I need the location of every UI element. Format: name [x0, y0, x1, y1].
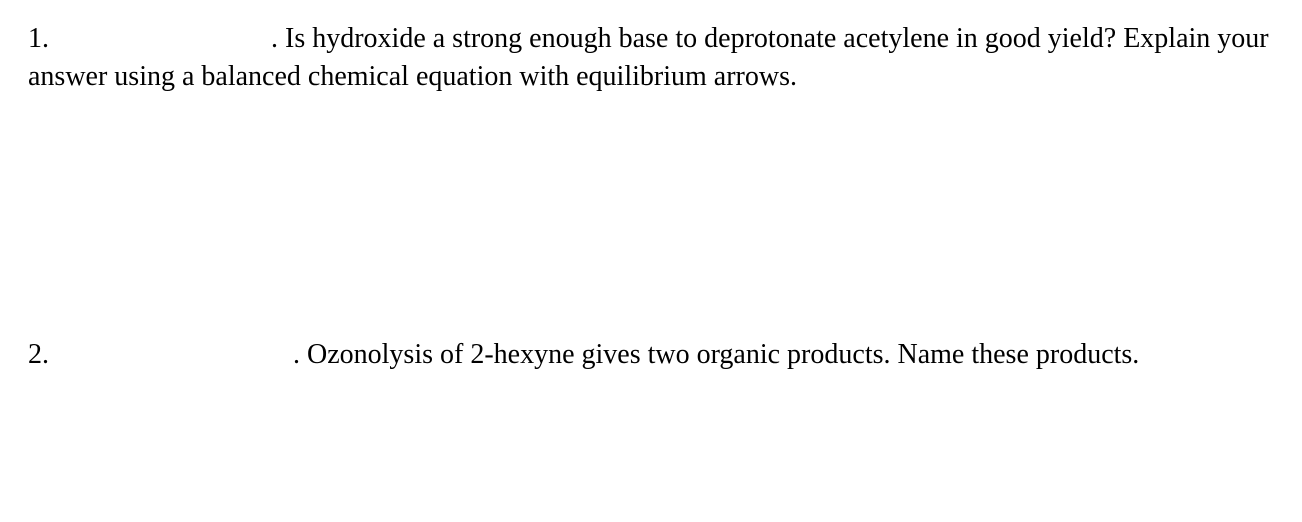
question-1-number: 1.	[28, 23, 49, 54]
question-1-text: . Is hydroxide a strong enough base to d…	[28, 23, 1269, 92]
question-2: 2. . Ozonolysis of 2-hexyne gives two or…	[28, 336, 1274, 374]
question-2-text: . Ozonolysis of 2-hexyne gives two organ…	[293, 339, 1139, 370]
question-2-number: 2.	[28, 339, 49, 370]
question-1: 1. . Is hydroxide a strong enough base t…	[28, 20, 1274, 96]
